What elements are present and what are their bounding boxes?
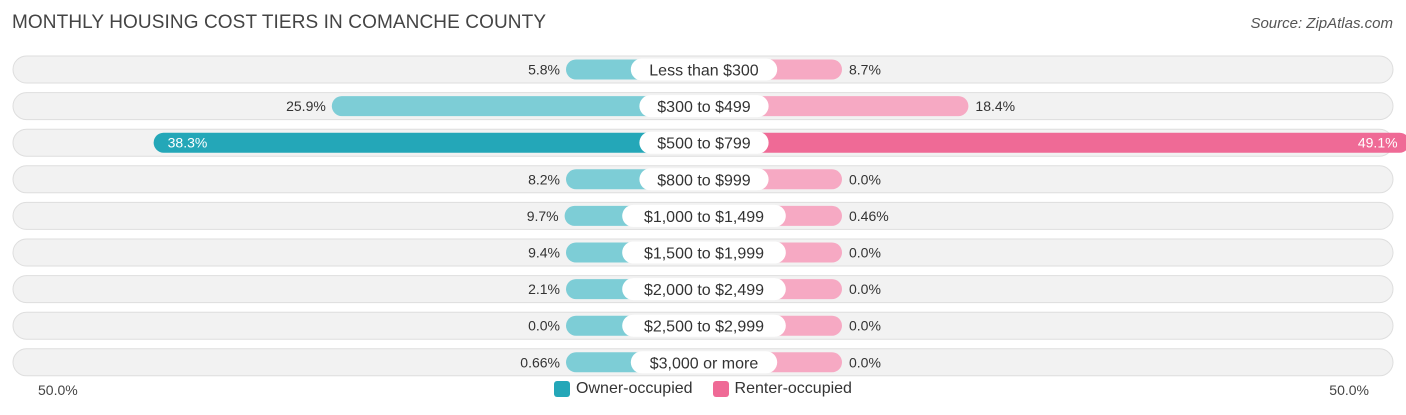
owner-value-label: 25.9%: [286, 98, 326, 114]
category-label: $300 to $499: [657, 99, 751, 116]
renter-value-label: 0.0%: [849, 171, 881, 187]
owner-value-label: 0.66%: [520, 354, 560, 370]
category-pill: [639, 131, 769, 154]
renter-value-label: 8.7%: [849, 62, 881, 78]
chart-title: MONTHLY HOUSING COST TIERS IN COMANCHE C…: [12, 12, 547, 33]
category-pill: [622, 241, 786, 264]
chart-row: 38.3% 49.1% $500 to $799: [12, 128, 1406, 157]
owner-value-label: 9.4%: [528, 245, 560, 261]
category-pill: [630, 58, 778, 81]
category-label: $1,500 to $1,999: [644, 246, 764, 263]
renter-value-label: 49.1%: [1358, 135, 1398, 151]
category-label: $2,500 to $2,999: [644, 319, 764, 336]
owner-value-label: 9.7%: [527, 208, 559, 224]
category-label: $1,000 to $1,499: [644, 209, 764, 226]
chart-row: 9.7% 0.46% $1,000 to $1,499: [12, 201, 1394, 230]
renter-bar: [704, 132, 1406, 153]
axis-right-label: 50.0%: [1329, 382, 1369, 398]
category-pill: [639, 95, 769, 118]
category-pill: [622, 278, 786, 301]
category-label: $2,000 to $2,499: [644, 282, 764, 299]
owner-value-label: 2.1%: [528, 281, 560, 297]
legend-item-renter: Renter-occupied: [712, 380, 852, 398]
renter-value-label: 0.46%: [849, 208, 889, 224]
category-pill: [630, 351, 778, 374]
owner-bar: [331, 96, 704, 117]
category-pill: [639, 168, 769, 191]
category-pill: [622, 204, 786, 227]
category-label: Less than $300: [649, 63, 759, 80]
category-pill: [622, 314, 786, 337]
renter-value-label: 0.0%: [849, 318, 881, 334]
chart-row: 9.4% 0.0% $1,500 to $1,999: [12, 238, 1394, 267]
legend-swatch-owner: [554, 381, 571, 397]
owner-bar: [153, 132, 704, 153]
owner-value-label: 38.3%: [168, 135, 208, 151]
legend-label-owner: Owner-occupied: [576, 380, 693, 397]
category-label: $800 to $999: [657, 172, 751, 189]
axis-left-label: 50.0%: [38, 382, 78, 398]
legend-label-renter: Renter-occupied: [734, 380, 852, 397]
owner-value-label: 5.8%: [528, 62, 560, 78]
owner-value-label: 8.2%: [528, 171, 560, 187]
legend-swatch-renter: [712, 381, 729, 397]
chart-row: 2.1% 0.0% $2,000 to $2,499: [12, 275, 1394, 304]
owner-value-label: 0.0%: [528, 318, 560, 334]
renter-bar: [704, 96, 969, 117]
chart-row: 8.2% 0.0% $800 to $999: [12, 165, 1394, 194]
legend-item-owner: Owner-occupied: [554, 380, 693, 398]
renter-value-label: 0.0%: [849, 245, 881, 261]
category-label: $3,000 or more: [650, 355, 759, 372]
category-label: $500 to $799: [657, 136, 751, 153]
chart-row: 0.0% 0.0% $2,500 to $2,999: [12, 311, 1394, 340]
chart-row: 25.9% 18.4% $300 to $499: [12, 92, 1394, 121]
source-label: Source: ZipAtlas.com: [1250, 15, 1393, 32]
renter-value-label: 0.0%: [849, 281, 881, 297]
chart-row: 0.66% 0.0% $3,000 or more: [12, 348, 1394, 377]
diverging-bar-chart: 5.8% 8.7% Less than $300 25.9% 18.4% $300 to …: [12, 55, 1406, 377]
legend: Owner-occupied Renter-occupied: [0, 380, 1406, 398]
renter-value-label: 18.4%: [975, 98, 1015, 114]
renter-value-label: 0.0%: [849, 354, 881, 370]
chart-row: 5.8% 8.7% Less than $300: [12, 55, 1394, 84]
